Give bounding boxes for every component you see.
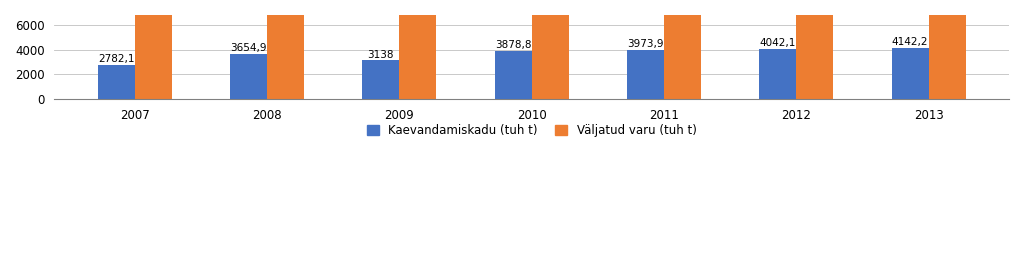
Bar: [929, 0, 966, 99]
Bar: [664, 0, 701, 99]
Text: 3654,9: 3654,9: [230, 43, 267, 53]
Bar: [362, 60, 399, 99]
Bar: [759, 49, 797, 99]
Text: 4142,2: 4142,2: [892, 37, 929, 47]
Bar: [892, 48, 929, 99]
Bar: [399, 0, 436, 99]
Bar: [495, 51, 531, 99]
Text: 3878,8: 3878,8: [495, 40, 531, 50]
Bar: [97, 65, 135, 99]
Bar: [267, 0, 304, 99]
Bar: [627, 50, 664, 99]
Legend: Kaevandamiskadu (tuh t), Väljatud varu (tuh t): Kaevandamiskadu (tuh t), Väljatud varu (…: [362, 120, 701, 142]
Text: 2782,1: 2782,1: [98, 54, 134, 64]
Text: 3138: 3138: [368, 50, 394, 59]
Text: 4042,1: 4042,1: [760, 38, 796, 48]
Text: 3973,9: 3973,9: [627, 39, 664, 49]
Bar: [135, 0, 172, 99]
Bar: [531, 0, 568, 99]
Bar: [797, 0, 834, 99]
Bar: [230, 54, 267, 99]
